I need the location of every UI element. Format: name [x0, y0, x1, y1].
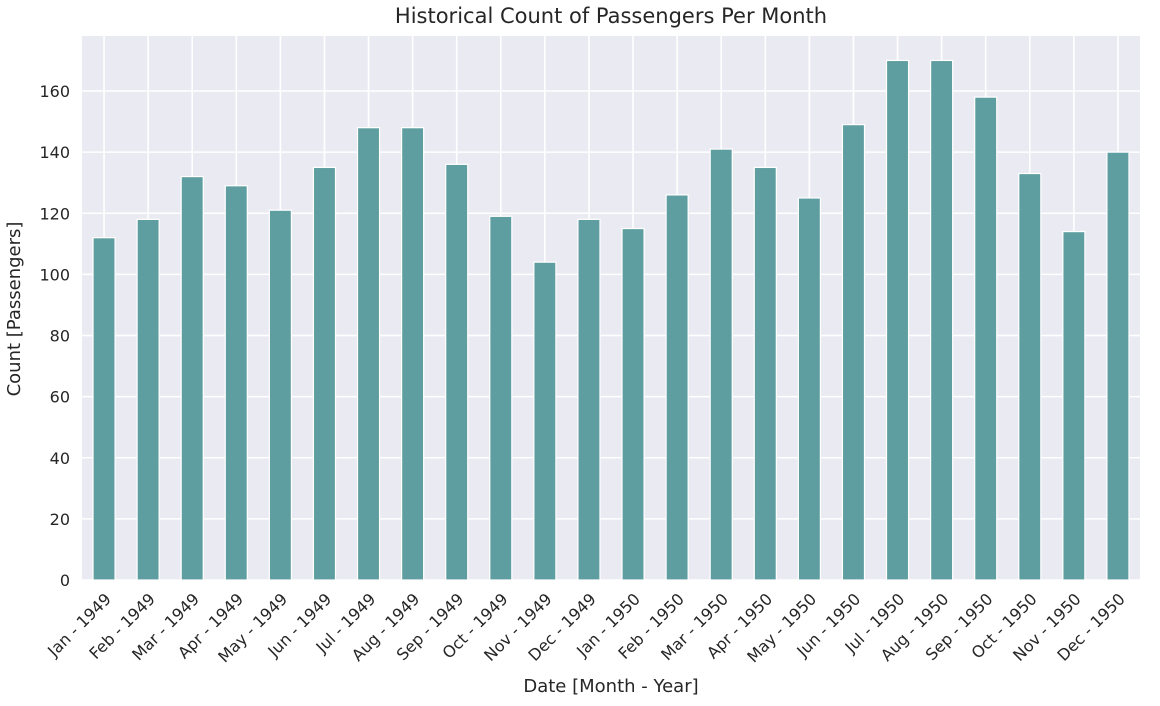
bars: [92, 59, 1130, 581]
bar: [1018, 172, 1042, 581]
y-tick-label: 60: [50, 388, 70, 407]
bar: [753, 166, 777, 581]
bar: [136, 218, 160, 581]
bar: [445, 163, 469, 581]
y-axis-ticks: 0 20 40 60 80 100 120 140 160: [39, 82, 70, 590]
bar: [356, 127, 381, 581]
bar: [974, 96, 998, 581]
bar: [533, 261, 557, 581]
plot-area: [82, 36, 1140, 580]
bar: [224, 185, 248, 581]
bar: [577, 218, 601, 581]
y-axis-label: Count [Passengers]: [4, 222, 25, 397]
y-tick-label: 80: [50, 327, 70, 346]
bar: [709, 148, 733, 581]
bar: [180, 175, 204, 581]
bar: [1106, 151, 1130, 581]
chart-title: Historical Count of Passengers Per Month: [395, 4, 827, 28]
bar: [489, 215, 513, 581]
bar: [930, 59, 954, 581]
bar: [665, 194, 689, 581]
bar: [268, 209, 292, 581]
y-tick-label: 160: [39, 82, 70, 101]
bar: [92, 237, 116, 581]
x-axis-label: Date [Month - Year]: [523, 676, 698, 697]
y-tick-label: 40: [50, 449, 70, 468]
y-tick-label: 120: [39, 204, 70, 223]
bar: [401, 127, 425, 581]
y-tick-label: 140: [39, 143, 70, 162]
bar: [841, 124, 866, 581]
bar: [312, 166, 337, 581]
bar: [885, 59, 910, 581]
bar: [1062, 230, 1086, 581]
y-tick-label: 20: [50, 510, 70, 529]
bar: [621, 227, 645, 581]
y-tick-label: 0: [60, 571, 70, 590]
bar: [797, 197, 821, 581]
y-tick-label: 100: [39, 265, 70, 284]
